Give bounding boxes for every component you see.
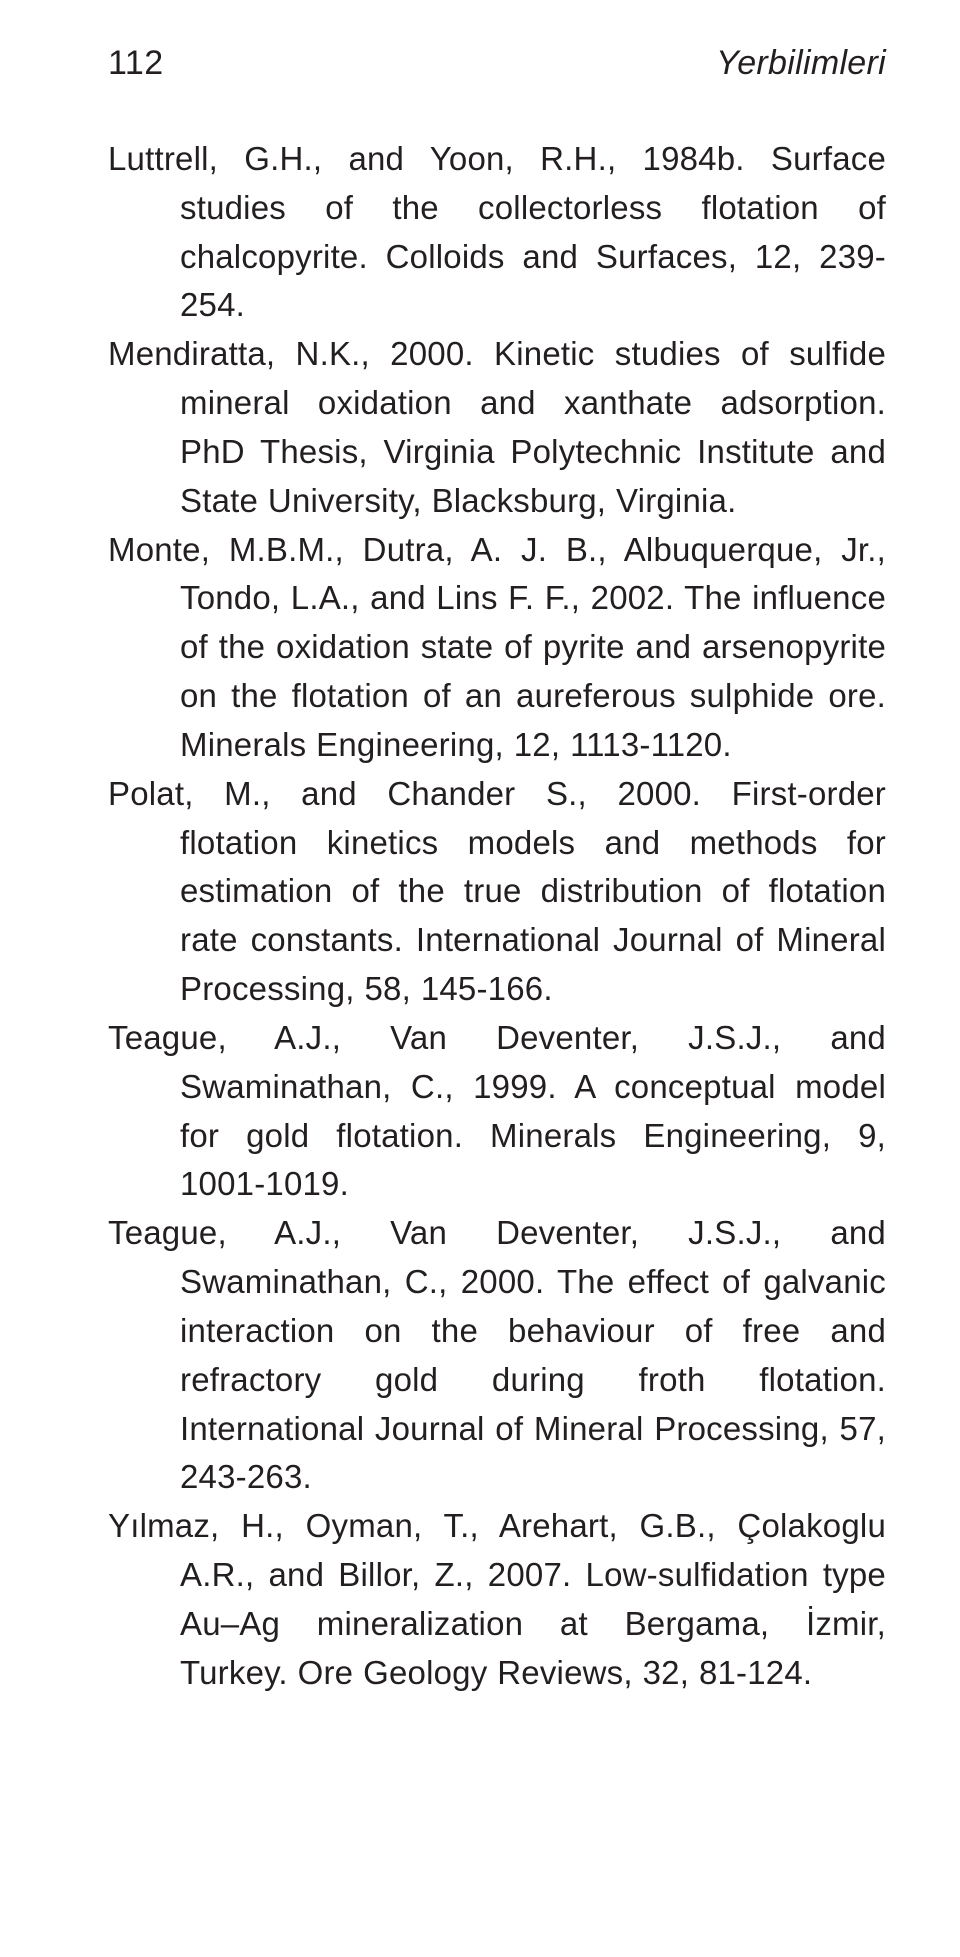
reference-item: Luttrell, G.H., and Yoon, R.H., 1984b. S… xyxy=(108,135,886,330)
page-header: 112 Yerbilimleri xyxy=(108,44,886,83)
reference-item: Teague, A.J., Van Deventer, J.S.J., and … xyxy=(108,1209,886,1502)
journal-title: Yerbilimleri xyxy=(716,44,886,83)
reference-item: Polat, M., and Chander S., 2000. First-o… xyxy=(108,770,886,1014)
references-list: Luttrell, G.H., and Yoon, R.H., 1984b. S… xyxy=(108,135,886,1698)
reference-item: Monte, M.B.M., Dutra, A. J. B., Albuquer… xyxy=(108,526,886,770)
reference-item: Mendiratta, N.K., 2000. Kinetic studies … xyxy=(108,330,886,525)
reference-item: Yılmaz, H., Oyman, T., Arehart, G.B., Ço… xyxy=(108,1502,886,1697)
reference-item: Teague, A.J., Van Deventer, J.S.J., and … xyxy=(108,1014,886,1209)
page-number: 112 xyxy=(108,44,164,83)
